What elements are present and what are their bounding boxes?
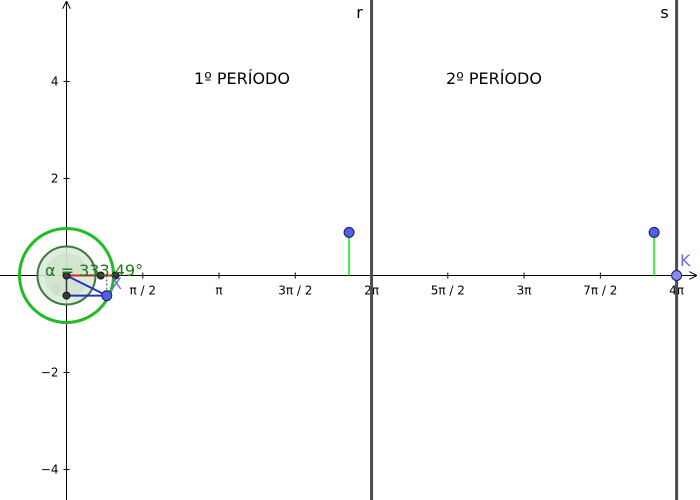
vertical-line-label: s — [660, 3, 668, 22]
construction-point[interactable] — [62, 291, 71, 300]
point-k-group: K — [671, 251, 691, 281]
x-tick-label: π — [215, 284, 222, 298]
sine-point[interactable] — [343, 226, 355, 238]
x-tick-label: π / 2 — [129, 284, 156, 298]
vertical-line-label: r — [356, 3, 363, 22]
y-tick-label: −4 — [41, 463, 59, 477]
construction-point[interactable] — [62, 271, 71, 280]
period-label-2: 2º PERÍODO — [446, 69, 542, 88]
reference-triangle — [62, 271, 120, 302]
sine-point[interactable] — [648, 226, 660, 238]
construction-point[interactable] — [111, 271, 120, 280]
sine-stems — [343, 226, 660, 276]
point-x-label: X — [111, 274, 122, 293]
point-p[interactable] — [101, 290, 113, 302]
y-tick-label: 2 — [51, 172, 59, 186]
point-k-label: K — [680, 251, 691, 270]
y-tick-label: −2 — [41, 366, 59, 380]
x-tick-label: 3π — [517, 284, 532, 298]
x-tick-label: 7π / 2 — [583, 284, 617, 298]
period-label-1: 1º PERÍODO — [194, 69, 290, 88]
x-tick-label: 5π / 2 — [431, 284, 465, 298]
construction-point[interactable] — [96, 271, 105, 280]
blue-radius — [66, 274, 108, 297]
point-k[interactable] — [671, 270, 683, 281]
y-tick-label: 4 — [51, 75, 59, 89]
unit-circle-construction: α = 333.49° X — [18, 227, 143, 324]
x-tick-label: 3π / 2 — [278, 284, 312, 298]
y-axis-ticks: 4 2 −2 −4 — [41, 75, 70, 477]
angle-label: α = 333.49° — [45, 261, 143, 280]
